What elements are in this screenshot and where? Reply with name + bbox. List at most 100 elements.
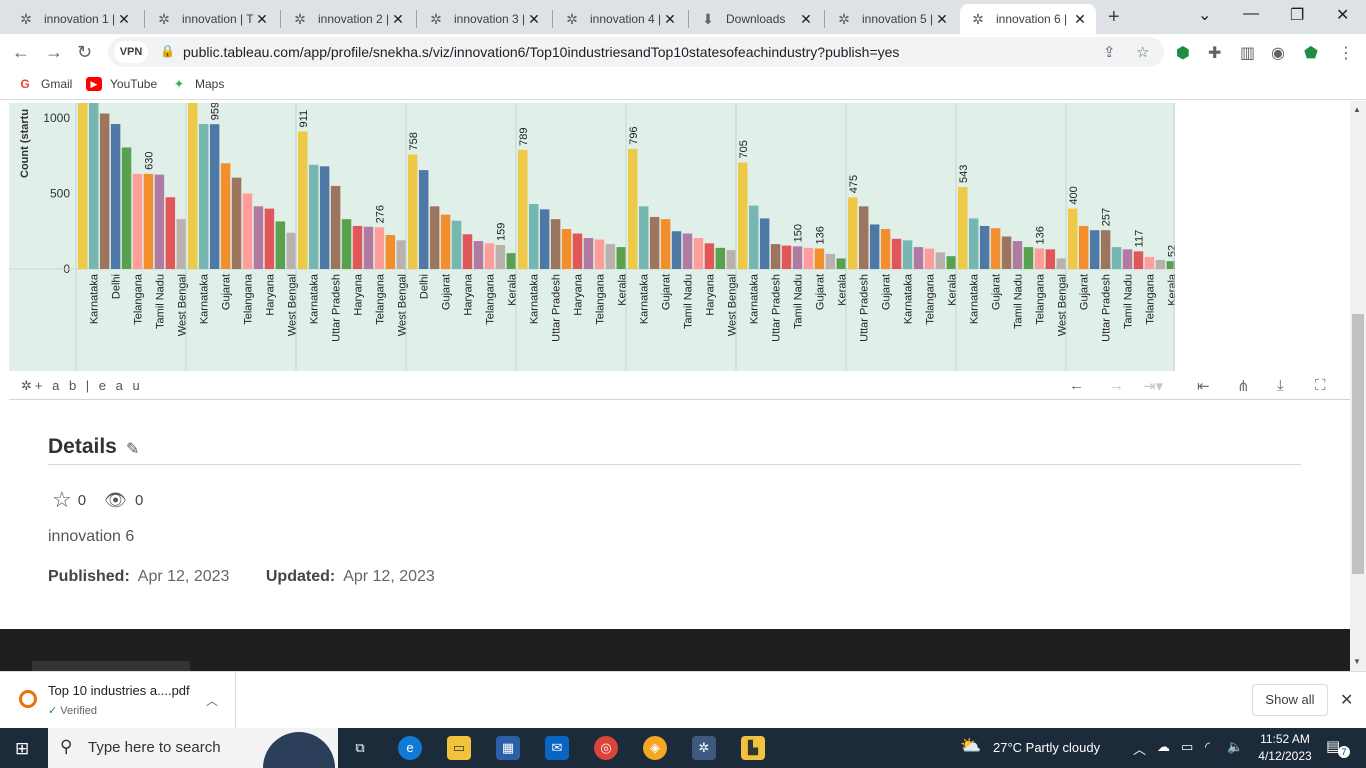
redo-icon[interactable]: → <box>1109 377 1124 394</box>
y-tick-label: 500 <box>50 187 70 201</box>
bar <box>408 154 418 269</box>
task-view-icon[interactable]: ⧉ <box>355 740 365 755</box>
taskbar-search[interactable]: ⚲ Type here to search <box>48 728 338 768</box>
bar <box>1111 247 1122 269</box>
profile-avatar-icon[interactable]: ◉ <box>1271 45 1285 62</box>
vpn-app-icon[interactable]: ◈ <box>643 736 667 760</box>
data-label: 758 <box>408 132 420 150</box>
address-bar[interactable]: VPN 🔒 public.tableau.com/app/profile/sne… <box>108 37 1164 67</box>
state-label: Telangana <box>133 273 145 325</box>
battery-icon[interactable]: ▭ <box>1181 739 1194 754</box>
close-tab-icon[interactable]: ✕ <box>1074 10 1086 27</box>
bookmark-youtube[interactable]: ▶ YouTube <box>86 77 157 91</box>
tab-innovation-4[interactable]: ✲ innovation 4 | ✕ <box>554 4 686 34</box>
tableau-logo[interactable]: ✲+ a b | e a u <box>21 378 143 394</box>
reload-icon[interactable]: ↻ <box>77 42 93 62</box>
updated-date: Apr 12, 2023 <box>343 568 435 585</box>
tab-search-chevron-icon[interactable]: ⌄ <box>1198 7 1212 24</box>
tab-downloads[interactable]: ⬇ Downloads ✕ <box>690 4 822 34</box>
forward-icon[interactable]: → <box>45 42 63 62</box>
menu-kebab-icon[interactable]: ⋮ <box>1338 45 1354 62</box>
show-all-button[interactable]: Show all <box>1252 684 1328 716</box>
data-label: 400 <box>1068 186 1080 204</box>
state-label: Haryana <box>573 273 585 315</box>
tableau-viz[interactable]: Count (startu 0 500 1000 Karnataka Delhi Telan… <box>9 102 1178 371</box>
store-icon[interactable]: ▦ <box>496 736 520 760</box>
scroll-up-icon[interactable]: ▲ <box>1353 105 1361 114</box>
youtube-icon: ▶ <box>86 77 102 91</box>
state-label: Haryana <box>353 273 365 315</box>
page-scrollbar[interactable]: ▲ ▼ <box>1350 101 1366 671</box>
file-explorer-icon[interactable]: ▭ <box>447 736 471 760</box>
close-tab-icon[interactable]: ✕ <box>528 10 540 27</box>
tab-innovation-5[interactable]: ✲ innovation 5 | ✕ <box>826 4 958 34</box>
reset-icon[interactable]: ⇤ <box>1197 378 1210 395</box>
download-item[interactable]: Top 10 industries a....pdf ✓ Verified ︿ <box>0 672 236 729</box>
tab-innovation-1[interactable]: ✲ innovation 1 | ✕ <box>8 4 140 34</box>
bar <box>154 174 165 269</box>
chrome-icon[interactable]: ◎ <box>594 736 618 760</box>
extension-badge-icon[interactable]: ⬢ <box>1176 45 1190 62</box>
tray-chevron-icon[interactable]: ︿ <box>1133 742 1147 757</box>
vpn-button[interactable]: VPN <box>114 41 148 63</box>
close-tab-icon[interactable]: ✕ <box>118 10 130 27</box>
state-label: Haryana <box>264 273 276 315</box>
share-icon[interactable]: ⇪ <box>1103 44 1116 61</box>
weather-icon[interactable]: ⛅ <box>960 736 982 755</box>
bar <box>1166 261 1177 269</box>
tab-innovation-3[interactable]: ✲ innovation 3 | ✕ <box>418 4 550 34</box>
close-tab-icon[interactable]: ✕ <box>392 10 404 27</box>
undo-icon[interactable]: ← <box>1069 377 1084 394</box>
weather-text[interactable]: 27°C Partly cloudy <box>993 740 1101 755</box>
bar <box>682 233 693 269</box>
revert-icon[interactable]: ⇥▾ <box>1143 378 1164 395</box>
url-text[interactable]: public.tableau.com/app/profile/snekha.s/… <box>183 44 900 60</box>
close-tab-icon[interactable]: ✕ <box>936 10 948 27</box>
bookmark-star-icon[interactable]: ☆ <box>1136 44 1150 61</box>
close-shelf-icon[interactable]: ✕ <box>1340 692 1354 709</box>
share-network-icon[interactable]: ⋔ <box>1237 378 1250 395</box>
windows-start-icon[interactable]: ⊞ <box>15 739 30 758</box>
close-window-icon[interactable]: ✕ <box>1336 7 1350 24</box>
bar <box>649 216 660 269</box>
favorite-star-icon[interactable]: ☆ <box>52 487 72 512</box>
fullscreen-icon[interactable]: ⛶ <box>1315 377 1326 394</box>
bar <box>968 218 979 269</box>
mail-icon[interactable]: ✉ <box>545 736 569 760</box>
wifi-icon[interactable]: ◜ <box>1205 739 1211 754</box>
download-viz-icon[interactable]: ⤓ <box>1277 377 1284 394</box>
tab-innovation-2[interactable]: ✲ innovation 2 | ✕ <box>282 4 414 34</box>
close-tab-icon[interactable]: ✕ <box>664 10 676 27</box>
new-tab-icon[interactable]: + <box>1108 6 1120 28</box>
state-label: Gujarat <box>661 274 673 310</box>
bar <box>759 218 770 269</box>
restore-icon[interactable]: ❐ <box>1290 7 1305 24</box>
edge-icon[interactable]: e <box>398 736 422 760</box>
tableau-app-icon[interactable]: ✲ <box>692 736 716 760</box>
bar <box>616 247 627 269</box>
volume-icon[interactable]: 🔈 <box>1227 739 1244 754</box>
scroll-down-icon[interactable]: ▼ <box>1353 657 1361 666</box>
back-icon[interactable]: ← <box>12 42 30 62</box>
bookmark-maps[interactable]: ✦ Maps <box>171 77 224 91</box>
notification-icon[interactable]: ▤ <box>1326 738 1341 755</box>
lock-icon[interactable]: 🔒 <box>160 44 175 58</box>
tab-innovation-6[interactable]: ✲ innovation 6 | ✕ <box>960 4 1096 34</box>
chevron-up-icon[interactable]: ︿ <box>206 694 219 708</box>
shield-check-icon[interactable]: ⬟ <box>1304 45 1318 62</box>
edit-pencil-icon[interactable]: ✎ <box>126 441 140 458</box>
tab-title: innovation 2 | <box>318 12 390 26</box>
state-label: Telangana <box>484 273 496 325</box>
close-tab-icon[interactable]: ✕ <box>256 10 268 27</box>
extensions-puzzle-icon[interactable]: ✚ <box>1208 45 1222 62</box>
close-tab-icon[interactable]: ✕ <box>800 10 812 27</box>
scroll-thumb[interactable] <box>1352 314 1364 574</box>
minimize-icon[interactable]: — <box>1243 5 1259 22</box>
side-panel-icon[interactable]: ▥ <box>1240 45 1256 62</box>
onedrive-icon[interactable]: ☁ <box>1157 739 1170 754</box>
tab-innovation[interactable]: ✲ innovation | T ✕ <box>146 4 278 34</box>
state-label: Kerala <box>506 273 518 306</box>
bookmark-gmail[interactable]: G Gmail <box>17 77 72 91</box>
system-clock[interactable]: 11:52 AM 4/12/2023 <box>1250 731 1320 765</box>
photos-folder-icon[interactable]: ▙ <box>741 736 765 760</box>
